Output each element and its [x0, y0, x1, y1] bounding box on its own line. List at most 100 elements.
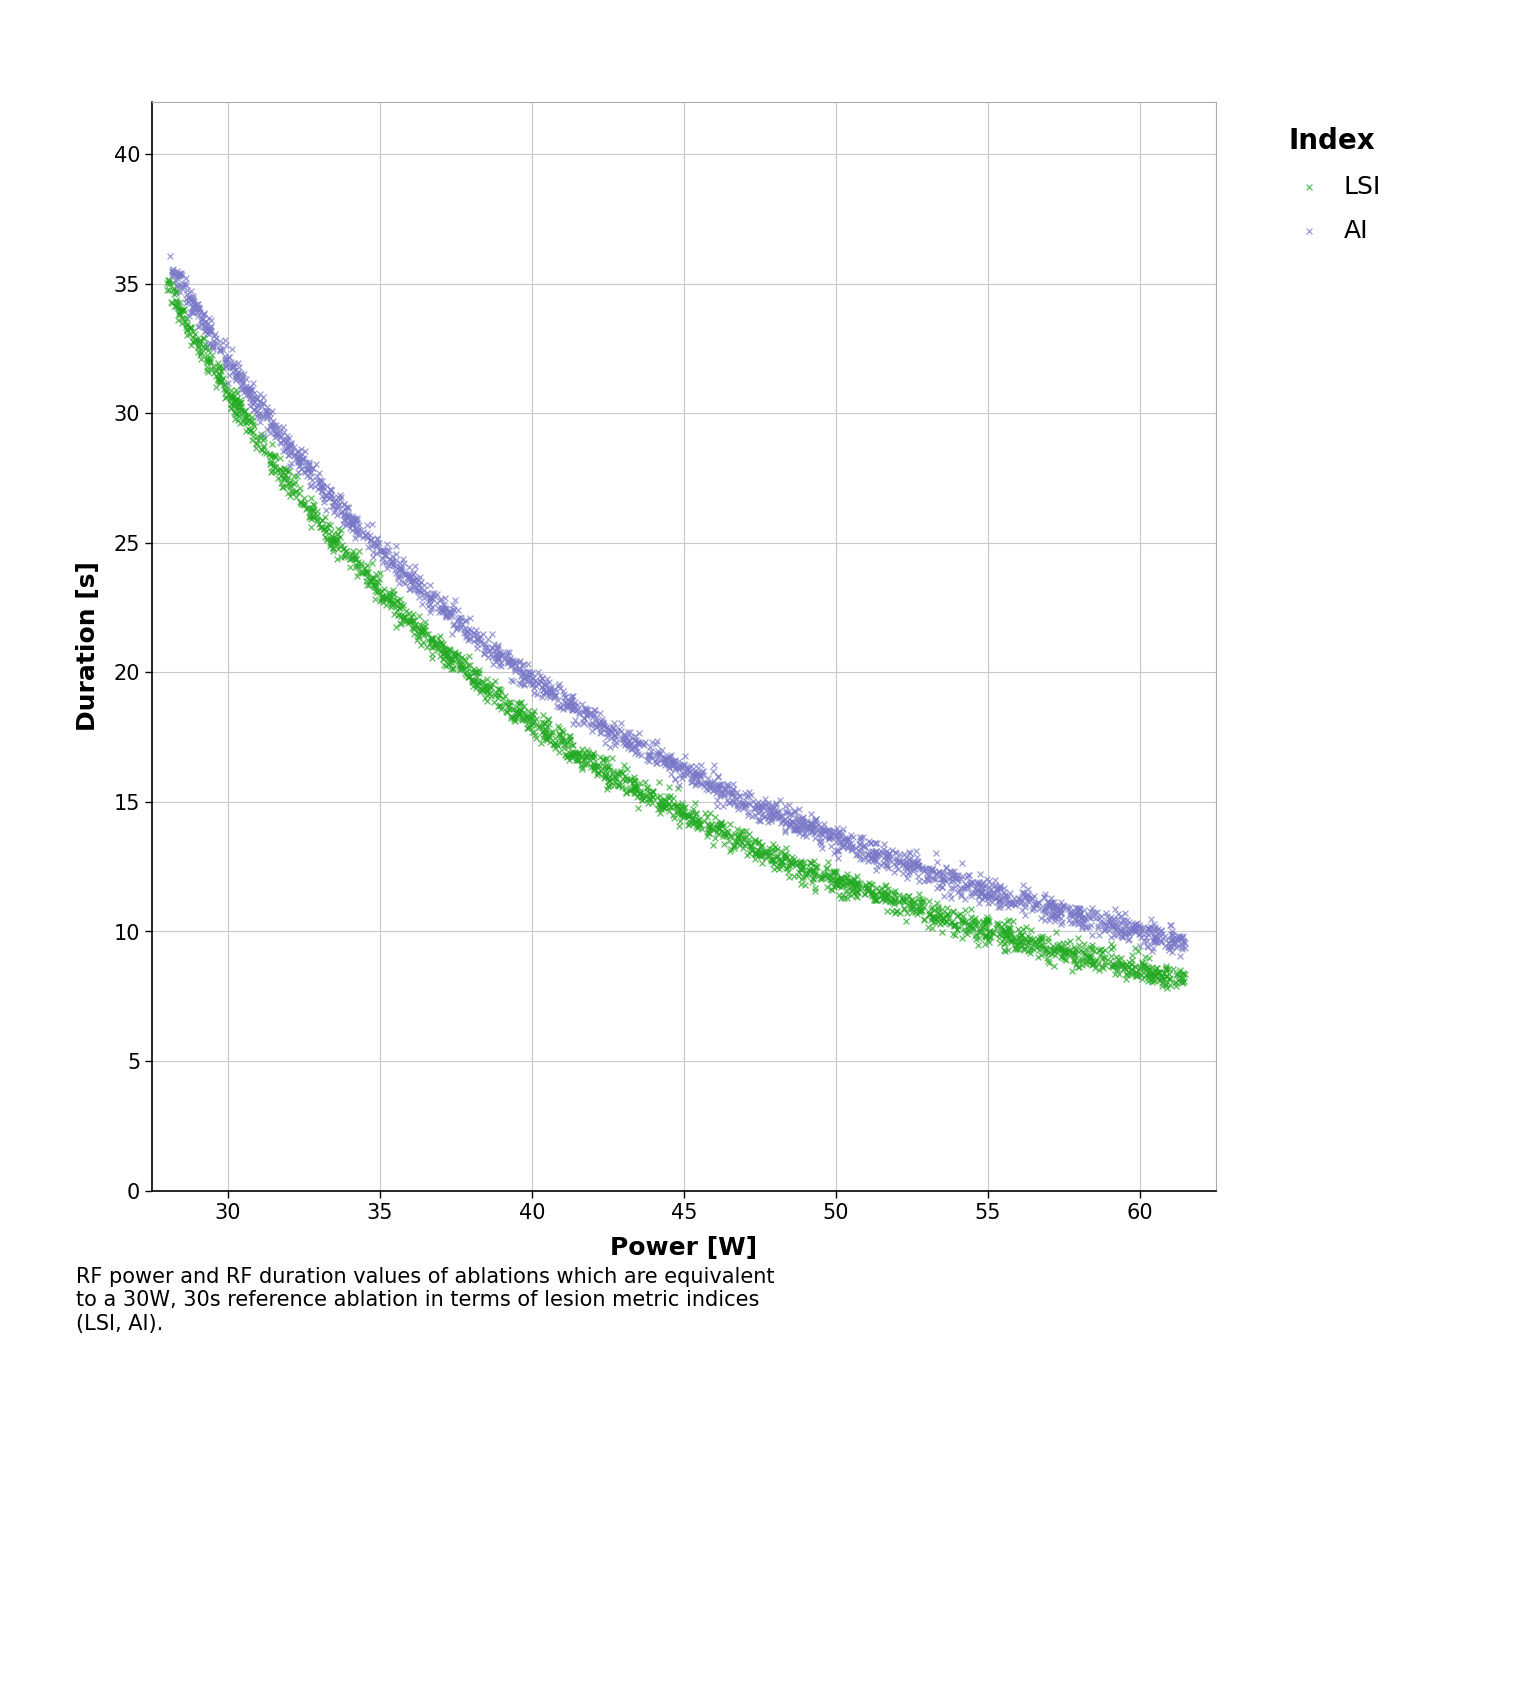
AI — [462, 619, 486, 646]
AI — [766, 798, 790, 825]
AI — [727, 796, 751, 823]
AI — [1058, 902, 1082, 929]
AI — [1015, 874, 1040, 902]
AI — [296, 449, 321, 476]
LSI — [266, 464, 290, 492]
AI — [462, 621, 486, 648]
AI — [719, 781, 743, 808]
AI — [485, 634, 509, 662]
LSI — [649, 788, 673, 815]
AI — [979, 876, 1003, 903]
LSI — [337, 546, 362, 573]
AI — [280, 439, 304, 466]
AI — [906, 852, 930, 879]
AI — [313, 481, 337, 509]
AI — [1110, 917, 1134, 944]
LSI — [1029, 941, 1053, 968]
LSI — [559, 738, 584, 765]
LSI — [161, 276, 185, 303]
LSI — [812, 861, 836, 888]
LSI — [324, 526, 348, 553]
LSI — [979, 917, 1003, 944]
AI — [391, 568, 415, 595]
LSI — [593, 762, 617, 789]
LSI — [233, 405, 257, 432]
LSI — [836, 869, 860, 896]
LSI — [222, 386, 246, 413]
LSI — [157, 270, 181, 298]
LSI — [360, 549, 385, 577]
AI — [789, 815, 813, 842]
AI — [996, 883, 1020, 910]
AI — [941, 866, 965, 893]
AI — [603, 716, 628, 743]
AI — [743, 801, 768, 828]
LSI — [1079, 930, 1104, 958]
AI — [824, 837, 848, 864]
LSI — [456, 651, 480, 679]
AI — [917, 854, 941, 881]
AI — [526, 658, 550, 686]
LSI — [856, 869, 880, 896]
AI — [590, 706, 614, 733]
AI — [181, 293, 205, 320]
AI — [772, 806, 796, 833]
LSI — [690, 815, 714, 842]
AI — [465, 634, 489, 662]
LSI — [900, 886, 924, 913]
AI — [1093, 917, 1117, 944]
LSI — [1105, 953, 1129, 980]
LSI — [575, 742, 599, 769]
LSI — [272, 466, 296, 493]
AI — [637, 742, 661, 769]
AI — [1017, 888, 1041, 915]
LSI — [258, 441, 283, 468]
LSI — [299, 503, 324, 531]
LSI — [397, 600, 421, 628]
AI — [1040, 895, 1064, 922]
AI — [839, 822, 863, 849]
LSI — [646, 789, 670, 816]
LSI — [762, 856, 786, 883]
LSI — [997, 927, 1021, 954]
LSI — [638, 786, 663, 813]
AI — [906, 850, 930, 878]
LSI — [509, 689, 534, 716]
LSI — [903, 898, 927, 925]
LSI — [579, 754, 603, 781]
LSI — [442, 638, 467, 665]
AI — [386, 556, 410, 583]
AI — [660, 747, 684, 774]
AI — [344, 505, 368, 532]
LSI — [427, 623, 451, 650]
AI — [573, 694, 597, 721]
LSI — [448, 646, 473, 674]
LSI — [195, 349, 219, 376]
LSI — [1091, 944, 1116, 971]
LSI — [371, 589, 395, 616]
AI — [486, 631, 511, 658]
AI — [409, 578, 433, 606]
LSI — [844, 883, 868, 910]
LSI — [435, 641, 459, 668]
AI — [610, 726, 634, 754]
AI — [959, 869, 983, 896]
AI — [520, 670, 544, 697]
AI — [403, 566, 427, 594]
LSI — [1134, 961, 1158, 988]
LSI — [999, 927, 1023, 954]
LSI — [828, 866, 853, 893]
AI — [874, 847, 898, 874]
AI — [904, 844, 929, 871]
AI — [161, 259, 185, 286]
AI — [400, 570, 424, 597]
AI — [561, 692, 585, 720]
AI — [175, 281, 199, 308]
AI — [813, 823, 838, 850]
LSI — [442, 641, 467, 668]
AI — [871, 835, 895, 862]
AI — [306, 476, 330, 503]
AI — [271, 437, 295, 464]
AI — [810, 815, 834, 842]
LSI — [717, 810, 742, 837]
